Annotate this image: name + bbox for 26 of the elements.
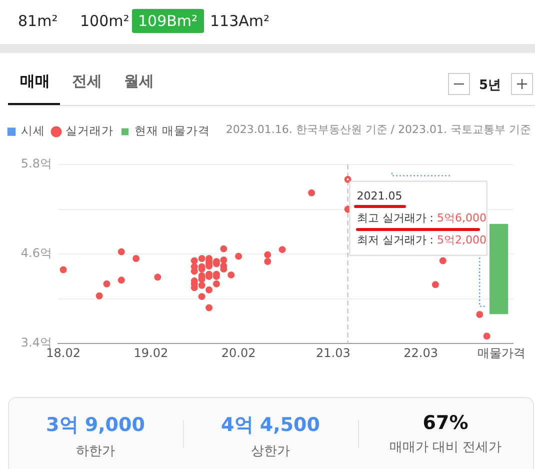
- text: 100m²: [79, 11, 130, 32]
- text: 4억 4,500: [220, 413, 321, 438]
- text: 113Am²: [209, 11, 271, 32]
- text: 상한가: [250, 443, 291, 460]
- x-tick-label: 21.03: [316, 346, 350, 360]
- x-tick-label: 19.02: [134, 346, 168, 360]
- text: 매매: [20, 72, 50, 91]
- legend-label: 시세: [20, 124, 45, 138]
- x-tick-label: 20.02: [221, 346, 256, 360]
- y-tick-label: 5.8억: [20, 156, 52, 171]
- y-tick-label: 4.6억: [20, 246, 52, 260]
- legend-label: 현재 매물가격: [134, 124, 210, 138]
- text: 109Bm²: [132, 9, 204, 33]
- text: 2023.01.16. 한국부동산원 기준 / 2023.01. 국토교통부 기준: [226, 122, 531, 137]
- text: 전세: [72, 72, 102, 91]
- text: 5년: [479, 77, 502, 94]
- text: 매매가 대비 전세가: [388, 439, 503, 456]
- text: 월세: [124, 72, 154, 91]
- legend-label: 실거래가: [66, 124, 114, 138]
- text: 하한가: [75, 443, 116, 460]
- x-tick-label: 매물가격: [478, 346, 526, 360]
- annotation: 2021.05 최고 실거래가 : 5억6,000 최저 실거래가 : 5억2,000: [356, 189, 487, 246]
- text: 3억 9,000: [45, 413, 146, 438]
- x-tick-label: 22.03: [404, 346, 438, 360]
- text: 67%: [422, 412, 470, 434]
- text: 81m²: [17, 11, 59, 32]
